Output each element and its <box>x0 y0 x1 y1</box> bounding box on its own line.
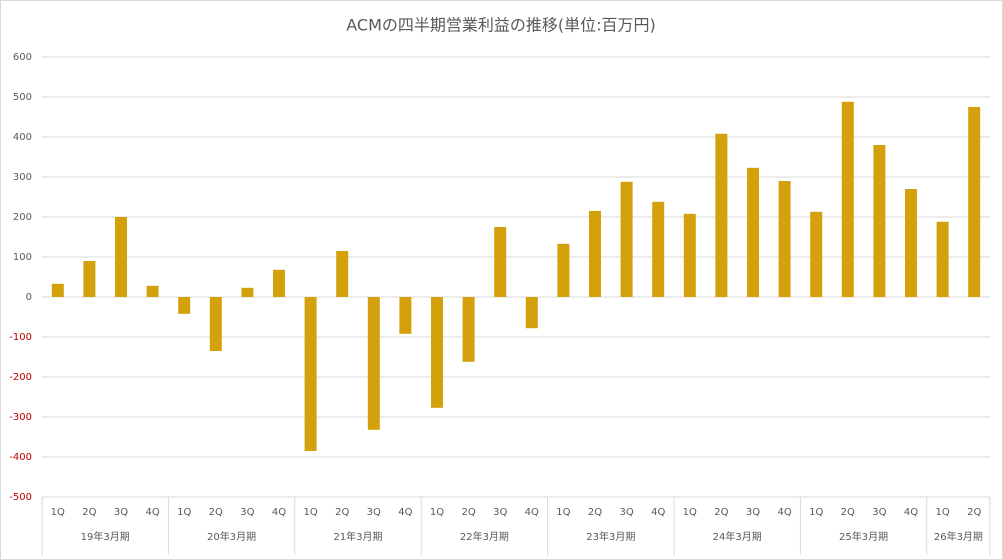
bar <box>83 261 96 297</box>
bar <box>747 167 759 297</box>
group-label: 20年3月期 <box>207 530 256 543</box>
bar <box>873 145 886 297</box>
bar <box>367 297 380 430</box>
bar <box>51 283 64 297</box>
x-tick-label: 1Q <box>935 507 949 518</box>
x-tick-label: 3Q <box>746 507 760 518</box>
y-tick-label: -100 <box>9 332 32 343</box>
x-tick-label: 2Q <box>967 507 981 518</box>
bar <box>968 107 981 297</box>
bar <box>810 211 823 297</box>
y-tick-label: -500 <box>9 492 32 503</box>
x-tick-label: 4Q <box>145 507 159 518</box>
x-tick-label: 4Q <box>651 507 665 518</box>
y-tick-label: -200 <box>9 372 32 383</box>
y-tick-label: 0 <box>26 292 32 303</box>
x-tick-label: 1Q <box>809 507 823 518</box>
x-tick-label: 1Q <box>303 507 317 518</box>
bar <box>715 133 728 297</box>
bar <box>494 227 507 297</box>
x-tick-label: 4Q <box>525 507 539 518</box>
bar <box>115 217 127 297</box>
x-tick-label: 4Q <box>272 507 286 518</box>
bar <box>462 297 475 362</box>
group-label: 22年3月期 <box>460 530 509 543</box>
y-tick-label: -400 <box>9 452 32 463</box>
group-label: 24年3月期 <box>713 530 762 543</box>
bar <box>241 287 254 297</box>
x-tick-label: 3Q <box>619 507 633 518</box>
x-tick-label: 2Q <box>588 507 602 518</box>
x-tick-label: 3Q <box>367 507 381 518</box>
bar <box>209 297 222 351</box>
bar <box>525 297 538 329</box>
x-tick-label: 3Q <box>114 507 128 518</box>
bar <box>841 101 854 297</box>
group-label: 21年3月期 <box>333 530 382 543</box>
y-tick-label: 400 <box>13 132 32 143</box>
y-tick-label: 200 <box>13 212 32 223</box>
bar <box>778 181 791 297</box>
group-label: 19年3月期 <box>81 530 130 543</box>
bar <box>683 213 696 297</box>
x-tick-label: 2Q <box>209 507 223 518</box>
bar <box>304 297 317 451</box>
y-tick-label: -300 <box>9 412 32 423</box>
x-tick-label: 1Q <box>51 507 65 518</box>
bar <box>905 189 917 297</box>
x-tick-label: 4Q <box>904 507 918 518</box>
chart-title: ACMの四半期営業利益の推移(単位:百万円) <box>346 16 656 35</box>
bar <box>652 201 665 297</box>
x-tick-label: 4Q <box>777 507 791 518</box>
group-label: 26年3月期 <box>934 530 983 543</box>
x-tick-label: 2Q <box>335 507 349 518</box>
bar <box>178 297 191 314</box>
bar <box>399 297 412 334</box>
bar <box>557 243 570 297</box>
x-tick-label: 1Q <box>683 507 697 518</box>
x-tick-label: 2Q <box>461 507 475 518</box>
x-tick-label: 3Q <box>493 507 507 518</box>
y-tick-label: 300 <box>13 172 32 183</box>
x-tick-label: 3Q <box>872 507 886 518</box>
group-label: 23年3月期 <box>586 530 635 543</box>
bar <box>146 285 159 297</box>
bar <box>273 269 285 297</box>
bar <box>936 221 949 297</box>
x-tick-label: 4Q <box>398 507 412 518</box>
bar <box>431 297 443 408</box>
x-tick-label: 1Q <box>430 507 444 518</box>
y-tick-label: 600 <box>13 52 32 63</box>
group-label: 25年3月期 <box>839 530 888 543</box>
x-tick-label: 2Q <box>841 507 855 518</box>
x-tick-label: 1Q <box>177 507 191 518</box>
x-tick-label: 1Q <box>556 507 570 518</box>
bar <box>620 181 633 297</box>
x-tick-label: 2Q <box>714 507 728 518</box>
x-tick-label: 3Q <box>240 507 254 518</box>
y-tick-label: 500 <box>13 92 32 103</box>
bar <box>589 211 601 297</box>
x-tick-label: 2Q <box>82 507 96 518</box>
y-tick-label: 100 <box>13 252 32 263</box>
bar <box>336 251 349 297</box>
